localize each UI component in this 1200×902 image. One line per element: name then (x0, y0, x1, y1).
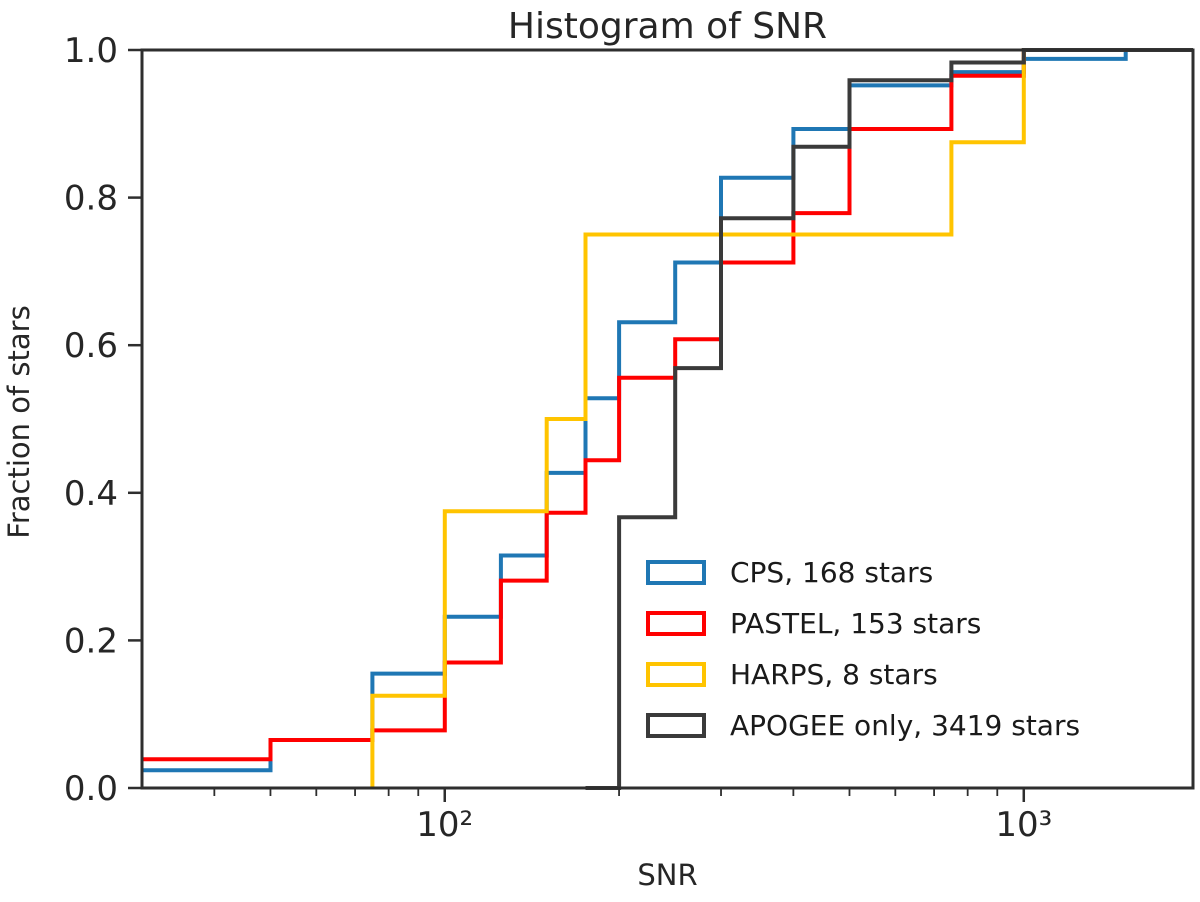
tick-labels: 10² 10³ 0.0 0.2 0.4 0.6 0.8 1.0 (64, 31, 1052, 845)
svg-text:1.0: 1.0 (64, 31, 118, 71)
x-axis-label: SNR (637, 858, 698, 892)
series-0 (142, 48, 1193, 773)
legend-swatch-harps-icon (646, 662, 706, 687)
svg-text:0.8: 0.8 (64, 179, 118, 219)
svg-text:10³: 10³ (995, 805, 1052, 845)
legend-item-harps: HARPS, 8 stars (646, 649, 1080, 700)
axis-ticks (128, 48, 1026, 802)
series-curves (142, 48, 1193, 790)
legend-swatch-apogee-icon (646, 713, 706, 738)
series-1 (142, 48, 1193, 762)
series-3 (585, 48, 1193, 790)
series-2 (370, 48, 1193, 788)
svg-text:0.2: 0.2 (64, 621, 118, 661)
legend-label-cps: CPS, 168 stars (730, 556, 934, 589)
svg-text:0.4: 0.4 (64, 474, 118, 514)
legend-item-pastel: PASTEL, 153 stars (646, 598, 1080, 649)
legend-swatch-cps-icon (646, 560, 706, 585)
chart-title: Histogram of SNR (507, 6, 828, 47)
legend: CPS, 168 stars PASTEL, 153 stars HARPS, … (646, 547, 1080, 751)
svg-text:10²: 10² (416, 805, 473, 845)
axes-spines (140, 48, 1195, 790)
legend-swatch-pastel-icon (646, 611, 706, 636)
svg-text:0.0: 0.0 (64, 769, 118, 809)
legend-label-pastel: PASTEL, 153 stars (730, 607, 982, 640)
legend-item-apogee: APOGEE only, 3419 stars (646, 700, 1080, 751)
svg-text:0.6: 0.6 (64, 326, 118, 366)
legend-item-cps: CPS, 168 stars (646, 547, 1080, 598)
legend-label-harps: HARPS, 8 stars (730, 658, 938, 691)
legend-label-apogee: APOGEE only, 3419 stars (730, 709, 1081, 742)
